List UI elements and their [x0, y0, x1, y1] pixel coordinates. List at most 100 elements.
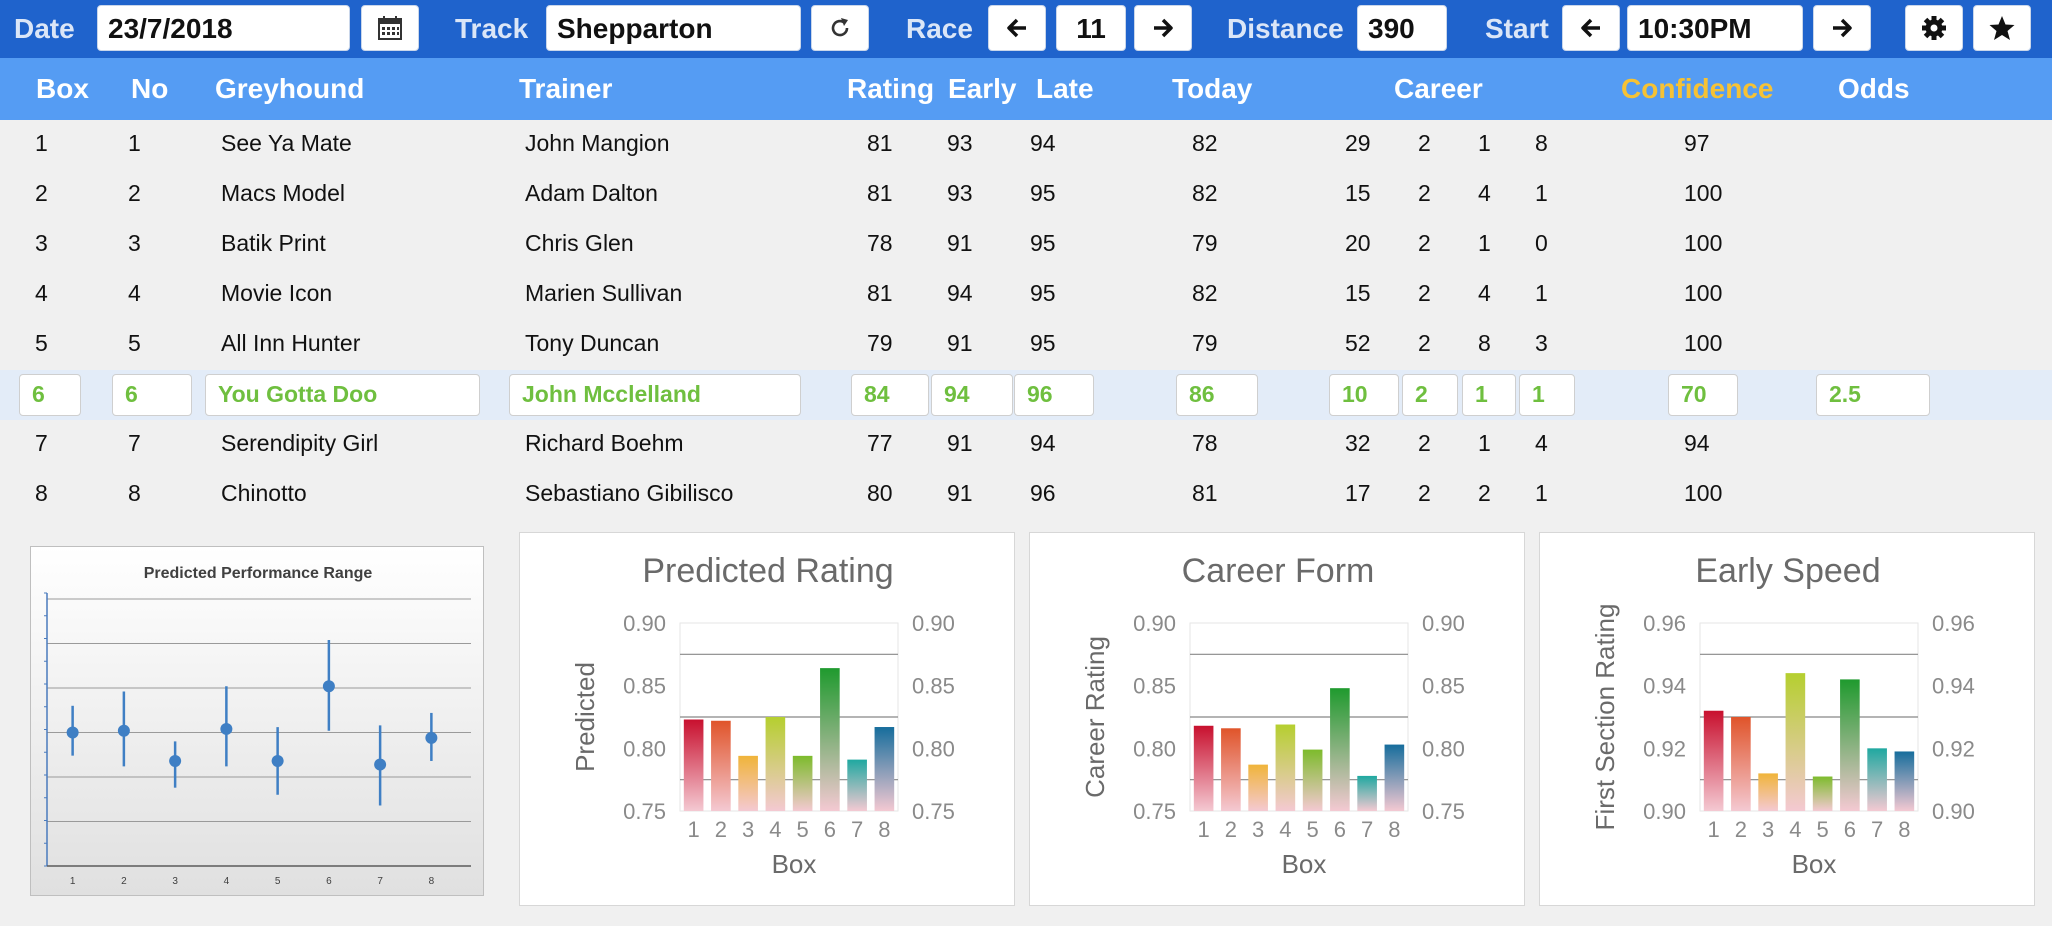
table-row[interactable]: 3 3 Batik Print Chris Glen 78 91 95 79 20 2 1 0 100 — [0, 220, 2052, 270]
chart-title: Predicted Performance Range — [144, 565, 373, 582]
cell-box[interactable]: 6 — [19, 374, 81, 416]
bar-box-1[interactable] — [1193, 725, 1214, 811]
x-tick-label: 3 — [1762, 817, 1774, 842]
y-tick-label: 0.85 — [623, 674, 666, 699]
bar-box-4[interactable] — [1275, 724, 1296, 811]
cell-career-starts[interactable]: 10 — [1329, 374, 1399, 416]
cell-greyhound[interactable]: You Gotta Doo — [205, 374, 480, 416]
early-speed-chart: Early Speed 0.90 0.90 0.92 0.92 0.94 0.94 0.96 0… — [1590, 552, 1975, 879]
table-row-selected[interactable]: 6 6 You Gotta Doo John Mcclelland 84 94 96 86 10… — [0, 370, 2052, 420]
cell-today: 79 — [1192, 330, 1218, 356]
date-input[interactable]: 23/7/2018 — [97, 5, 350, 51]
start-time-input[interactable]: 10:30PM — [1627, 5, 1803, 51]
cell-odds[interactable]: 2.5 — [1816, 374, 1930, 416]
cell-career-seconds: 4 — [1478, 180, 1491, 206]
header-odds[interactable]: Odds — [1838, 73, 1910, 104]
cell-trainer[interactable]: John Mcclelland — [509, 374, 801, 416]
track-input[interactable]: Shepparton — [546, 5, 801, 51]
race-next-button[interactable] — [1134, 5, 1192, 51]
header-rating[interactable]: Rating — [847, 73, 935, 104]
arrow-left-icon — [1007, 18, 1026, 38]
bar-box-1[interactable] — [683, 719, 704, 811]
cell-career-seconds[interactable]: 1 — [1462, 374, 1516, 416]
table-row[interactable]: 5 5 All Inn Hunter Tony Duncan 79 91 95 79 52 2 8 3… — [0, 320, 2052, 370]
race-prev-button[interactable] — [988, 5, 1046, 51]
header-today[interactable]: Today — [1172, 73, 1253, 104]
distance-input[interactable]: 390 — [1357, 5, 1447, 51]
bar-box-4[interactable] — [765, 717, 786, 811]
y-axis-label: Predicted — [570, 662, 600, 772]
bar-box-5[interactable] — [792, 755, 813, 811]
bar-box-6[interactable] — [1840, 679, 1860, 811]
bar-box-8[interactable] — [1384, 744, 1405, 811]
cell-career-thirds: 8 — [1535, 130, 1548, 156]
race-number-input[interactable]: 11 — [1056, 5, 1126, 51]
bar-box-5[interactable] — [1812, 776, 1833, 811]
cell-box: 2 — [35, 180, 48, 206]
bar-box-6[interactable] — [820, 668, 840, 811]
calendar-button[interactable] — [361, 5, 419, 51]
header-confidence[interactable]: Confidence — [1621, 73, 1774, 104]
cell-no[interactable]: 6 — [112, 374, 192, 416]
career-form-chart: Career Form 0.75 0.75 0.80 0.80 0.85 0.85 0.90 0… — [1080, 552, 1465, 879]
favorite-button[interactable] — [1973, 5, 2031, 51]
bar-box-4[interactable] — [1785, 673, 1806, 811]
bar-box-7[interactable] — [1357, 775, 1377, 811]
bar-box-8[interactable] — [874, 727, 895, 811]
x-tick-label: 6 — [326, 876, 332, 887]
bar-box-6[interactable] — [1330, 688, 1350, 811]
header-early[interactable]: Early — [948, 73, 1017, 104]
cell-career-thirds: 4 — [1535, 430, 1548, 456]
refresh-button[interactable] — [811, 5, 869, 51]
cell-career-thirds[interactable]: 1 — [1519, 374, 1575, 416]
bar-box-1[interactable] — [1703, 710, 1724, 811]
cell-rating[interactable]: 84 — [851, 374, 929, 416]
bar-box-5[interactable] — [1302, 749, 1323, 811]
start-next-button[interactable] — [1813, 5, 1871, 51]
cell-late[interactable]: 96 — [1014, 374, 1094, 416]
header-career[interactable]: Career — [1394, 73, 1483, 104]
cell-career-wins[interactable]: 2 — [1402, 374, 1458, 416]
x-tick-label: 8 — [878, 817, 890, 842]
x-tick-label: 5 — [1817, 817, 1829, 842]
cell-late: 96 — [1030, 480, 1056, 506]
cell-greyhound: All Inn Hunter — [221, 330, 361, 356]
start-prev-button[interactable] — [1562, 5, 1620, 51]
cell-today[interactable]: 86 — [1176, 374, 1258, 416]
bar-box-2[interactable] — [711, 720, 731, 811]
settings-button[interactable] — [1905, 5, 1963, 51]
arrow-right-icon — [1833, 18, 1852, 38]
header-box[interactable]: Box — [36, 73, 89, 104]
y-tick-label-right: 0.94 — [1932, 674, 1975, 699]
x-tick-label: 6 — [824, 817, 836, 842]
bar-box-2[interactable] — [1221, 728, 1241, 811]
table-row[interactable]: 4 4 Movie Icon Marien Sullivan 81 94 95 82 15 2 4 1… — [0, 270, 2052, 320]
bar-box-3[interactable] — [738, 755, 758, 811]
y-tick-label-right: 0.90 — [1932, 799, 1975, 824]
bar-box-2[interactable] — [1731, 717, 1751, 811]
table-row[interactable]: 8 8 Chinotto Sebastiano Gibilisco 80 91 96 81 17… — [0, 470, 2052, 520]
table-row[interactable]: 2 2 Macs Model Adam Dalton 81 93 95 82 15 2 4 1 100 — [0, 170, 2052, 220]
bar-box-8[interactable] — [1894, 751, 1915, 811]
star-icon — [1989, 16, 2015, 40]
calendar-icon — [378, 16, 402, 40]
header-greyhound[interactable]: Greyhound — [215, 73, 365, 104]
bar-box-3[interactable] — [1248, 764, 1268, 811]
table-row[interactable]: 1 1 See Ya Mate John Mangion 81 93 94 82 29 2 1 8 97 — [0, 120, 2052, 170]
header-trainer[interactable]: Trainer — [519, 73, 613, 104]
bar-box-7[interactable] — [847, 759, 867, 811]
cell-confidence: 100 — [1684, 480, 1723, 506]
cell-early[interactable]: 94 — [931, 374, 1013, 416]
x-tick-label: 2 — [1735, 817, 1747, 842]
table-row[interactable]: 7 7 Serendipity Girl Richard Boehm 77 91 94 78 3… — [0, 420, 2052, 470]
header-late[interactable]: Late — [1036, 73, 1094, 104]
bar-box-7[interactable] — [1867, 748, 1887, 811]
bar-box-3[interactable] — [1758, 773, 1778, 811]
cell-career-wins: 2 — [1418, 230, 1431, 256]
cell-early: 91 — [947, 330, 973, 356]
x-tick-label: 8 — [1388, 817, 1400, 842]
arrow-left-icon — [1581, 18, 1600, 38]
cell-confidence[interactable]: 70 — [1668, 374, 1738, 416]
header-no[interactable]: No — [131, 73, 169, 104]
top-toolbar: Date 23/7/2018 Track Shepparton Race 11 … — [0, 0, 2052, 58]
